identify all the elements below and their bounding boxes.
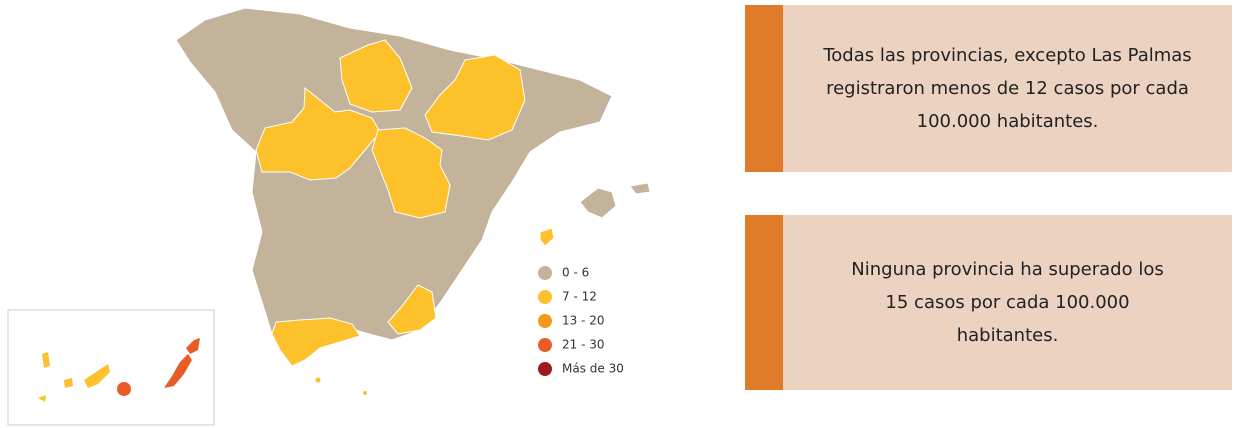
canary-islands bbox=[38, 338, 200, 402]
province-area bbox=[371, 127, 451, 219]
province-area bbox=[339, 39, 413, 113]
province-area bbox=[186, 338, 200, 354]
info-box: Todas las provincias, excepto Las Palmas… bbox=[745, 5, 1232, 172]
province-area bbox=[424, 54, 526, 141]
peninsula bbox=[175, 7, 613, 396]
province-area bbox=[579, 187, 617, 219]
province-area bbox=[629, 182, 651, 195]
legend-swatch bbox=[538, 338, 552, 352]
legend-swatch bbox=[538, 362, 552, 376]
legend: 0 - 6 7 - 12 13 - 20 21 - 30 Más de 30 bbox=[538, 266, 624, 376]
legend-swatch bbox=[538, 290, 552, 304]
legend-label: 7 - 12 bbox=[562, 290, 597, 304]
province-area bbox=[38, 395, 46, 402]
legend-label: 21 - 30 bbox=[562, 338, 605, 352]
province-area bbox=[362, 390, 368, 396]
legend-label: Más de 30 bbox=[562, 362, 624, 376]
legend-label: 0 - 6 bbox=[562, 266, 589, 280]
province-area bbox=[64, 378, 73, 388]
info-box: Ninguna provincia ha superado los 15 cas… bbox=[745, 215, 1232, 390]
province-area bbox=[539, 227, 555, 247]
balearic-islands bbox=[539, 182, 651, 247]
province-area bbox=[314, 376, 322, 384]
info-text: Todas las provincias, excepto Las Palmas… bbox=[823, 45, 1192, 132]
info-text: Ninguna provincia ha superado los 15 cas… bbox=[851, 259, 1164, 346]
province-area bbox=[84, 364, 110, 388]
map: 0 - 6 7 - 12 13 - 20 21 - 30 Más de 30 bbox=[7, 7, 651, 426]
province-area bbox=[271, 317, 361, 367]
legend-swatch bbox=[538, 266, 552, 280]
legend-label: 13 - 20 bbox=[562, 314, 605, 328]
province-area bbox=[387, 284, 437, 335]
canary-inset bbox=[7, 309, 215, 426]
box-stripe bbox=[745, 5, 783, 172]
legend-swatch bbox=[538, 314, 552, 328]
province-area bbox=[164, 354, 192, 388]
province-area bbox=[255, 86, 381, 181]
province-area bbox=[42, 352, 50, 368]
box-stripe bbox=[745, 215, 783, 390]
province-area bbox=[117, 382, 131, 396]
